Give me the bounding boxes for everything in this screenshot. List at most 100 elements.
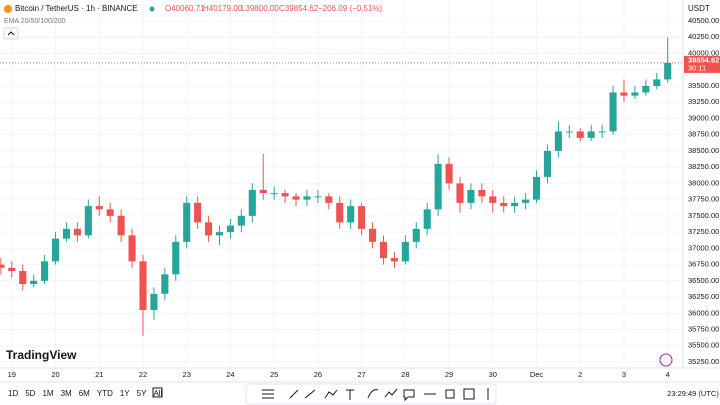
candle-body (314, 196, 322, 198)
timeframe-button[interactable]: 1M (42, 389, 53, 398)
timeframe-button[interactable]: 1Y (120, 389, 130, 398)
x-tick-label: 20 (51, 370, 59, 379)
candle-body (41, 261, 49, 281)
candle-body (664, 62, 672, 80)
y-tick-label: 39250.00 (688, 97, 719, 106)
x-tick-label: 3 (622, 370, 626, 379)
candle-body (543, 150, 552, 177)
candle-body (653, 79, 661, 86)
candle-body (609, 92, 617, 132)
logo: TradingView (6, 348, 77, 362)
y-tick-label: 36250.00 (688, 292, 719, 301)
y-tick-label: 36500.00 (688, 276, 719, 285)
candle-body (554, 131, 562, 151)
last-price-box (684, 55, 720, 73)
x-tick-label: 27 (357, 370, 365, 379)
candle-body (226, 225, 234, 233)
alert-icon[interactable] (659, 353, 673, 367)
timeframe-button[interactable]: 6M (79, 389, 90, 398)
candle-body (270, 193, 278, 195)
x-tick-label: 21 (95, 370, 103, 379)
timeframe-button[interactable]: 5Y (137, 389, 147, 398)
ohlc-high: H40179.00 (203, 4, 243, 13)
currency[interactable]: USDT (688, 4, 710, 13)
x-tick-label: 22 (139, 370, 147, 379)
candle-body (368, 228, 377, 242)
y-tick-label: 40500.00 (688, 16, 719, 25)
timeframe-button[interactable]: 5D (25, 389, 35, 398)
candle-body (8, 267, 16, 272)
y-tick-label: 39500.00 (688, 81, 719, 90)
y-tick-label: 37250.00 (688, 227, 719, 236)
candle-body (73, 228, 81, 236)
candle-body (259, 189, 267, 194)
candle-body (205, 222, 213, 236)
countdown: 30:11 (688, 63, 706, 72)
y-tick-label: 40000.00 (688, 48, 719, 57)
y-tick-label: 38500.00 (688, 146, 719, 155)
candle-body (51, 238, 60, 262)
timeframe-button[interactable]: 1D (8, 389, 18, 398)
candle-body (478, 189, 486, 197)
candle-body (467, 189, 475, 203)
collapse-button[interactable] (3, 27, 19, 40)
y-tick-label: 38000.00 (688, 178, 719, 187)
x-tick-label: 19 (8, 370, 16, 379)
candle-body (183, 202, 191, 242)
candle-body (248, 189, 256, 216)
y-tick-label: 36000.00 (688, 308, 719, 317)
drawing-tools[interactable] (262, 388, 489, 402)
y-tick-label: 37500.00 (688, 211, 719, 220)
candle-body (150, 293, 158, 311)
indicator[interactable]: EMA 20/50/100/200 (4, 18, 66, 25)
candle-body (532, 176, 541, 200)
x-tick-label: 24 (226, 370, 234, 379)
candle-body (215, 232, 224, 236)
x-tick-label: 26 (314, 370, 322, 379)
x-tick-label: 4 (666, 370, 670, 379)
candle-body (172, 241, 180, 275)
y-tick-label: 36750.00 (688, 260, 719, 269)
candle-body (95, 206, 103, 210)
candle-body (347, 206, 355, 223)
x-tick-label: 29 (445, 370, 453, 379)
candle-body (161, 274, 169, 294)
candle-body (434, 163, 442, 210)
y-tick-label: 39000.00 (688, 113, 719, 122)
x-tick-label: 30 (489, 370, 497, 379)
x-tick-label: 2 (578, 370, 582, 379)
status-dot (149, 6, 155, 12)
y-tick-label: 35750.00 (688, 325, 719, 334)
candle-body (500, 202, 508, 207)
ohlc-change: −206.09 (−0.51%) (318, 4, 382, 13)
candle-body (237, 215, 245, 226)
candle-body (336, 202, 344, 223)
candle-body (128, 235, 136, 262)
timeframe-button[interactable]: All (153, 389, 162, 398)
ohlc-close: C39854.62 (279, 4, 319, 13)
symbol[interactable]: Bitcoin / TetherUS · 1h · BINANCE (15, 4, 138, 13)
calendar-icon[interactable] (152, 387, 163, 398)
y-tick-label: 38250.00 (688, 162, 719, 171)
candle-body (565, 131, 573, 133)
candle-body (401, 241, 409, 262)
candle-body (325, 196, 333, 203)
x-tick-label: Dec (530, 370, 544, 379)
candle-body (390, 258, 398, 262)
candle-body (620, 92, 628, 96)
ohlc-open: O40060.71 (165, 4, 205, 13)
candle-body (511, 202, 519, 207)
timeframe-button[interactable]: YTD (97, 389, 113, 398)
candle-body (445, 163, 453, 184)
y-tick-label: 40250.00 (688, 32, 719, 41)
candle-body (194, 202, 202, 223)
y-tick-label: 35250.00 (688, 357, 719, 366)
candle-body (522, 199, 530, 203)
candle-body (379, 241, 388, 259)
drawing-toolbar (245, 383, 497, 405)
candle-body (423, 209, 431, 229)
ohlc-low: L39800.00 (241, 4, 279, 13)
timeframe-button[interactable]: 3M (61, 389, 72, 398)
